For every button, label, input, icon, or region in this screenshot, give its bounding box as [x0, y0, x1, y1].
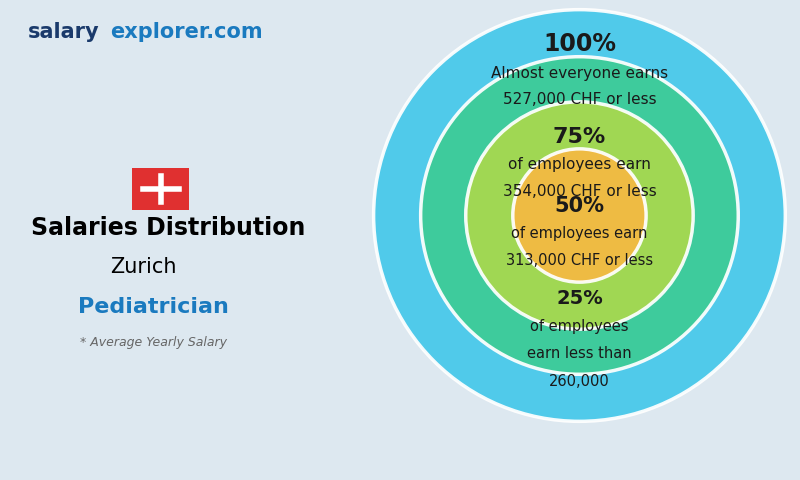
Circle shape [513, 149, 646, 282]
Text: Pediatrician: Pediatrician [78, 297, 229, 317]
Circle shape [466, 102, 693, 329]
Text: earn less than: earn less than [527, 346, 632, 361]
Text: Salaries Distribution: Salaries Distribution [30, 216, 305, 240]
Text: of employees earn: of employees earn [508, 157, 651, 172]
Text: salary: salary [27, 23, 99, 42]
Text: Zurich: Zurich [110, 257, 177, 277]
Text: of employees: of employees [530, 319, 629, 334]
Text: 527,000 CHF or less: 527,000 CHF or less [502, 92, 656, 108]
Circle shape [421, 57, 738, 374]
Text: Almost everyone earns: Almost everyone earns [491, 66, 668, 81]
Text: 25%: 25% [556, 289, 603, 308]
Text: 100%: 100% [543, 32, 616, 56]
Text: 260,000: 260,000 [549, 373, 610, 389]
Circle shape [374, 10, 786, 421]
FancyBboxPatch shape [133, 168, 190, 210]
Text: 50%: 50% [554, 196, 605, 216]
Text: 313,000 CHF or less: 313,000 CHF or less [506, 253, 653, 268]
Text: * Average Yearly Salary: * Average Yearly Salary [79, 336, 226, 349]
Text: 354,000 CHF or less: 354,000 CHF or less [502, 184, 656, 200]
Text: explorer.com: explorer.com [110, 23, 262, 42]
Text: 75%: 75% [553, 127, 606, 147]
Text: of employees earn: of employees earn [511, 226, 648, 240]
